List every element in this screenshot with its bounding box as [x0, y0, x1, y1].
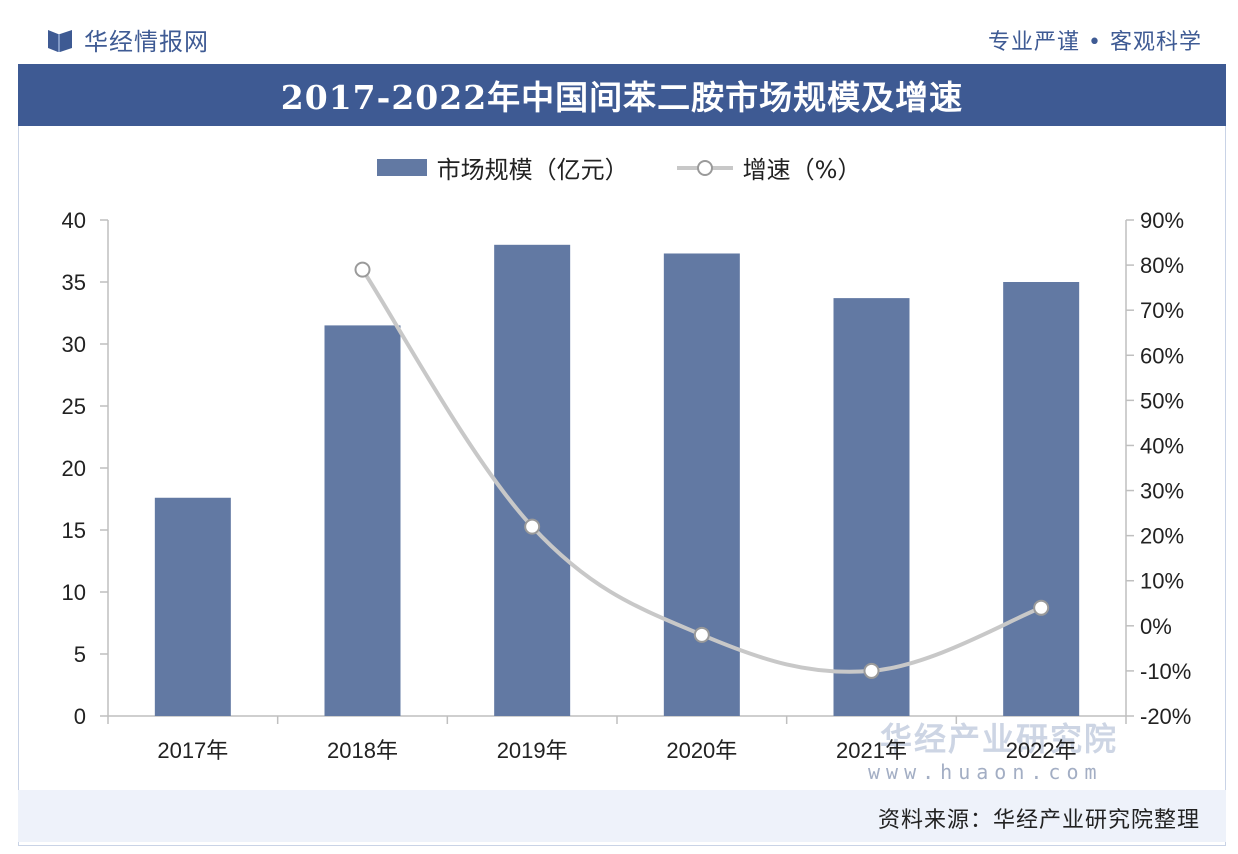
chart-title: 2017-2022年中国间苯二胺市场规模及增速: [280, 78, 964, 117]
legend-line-swatch: [676, 159, 733, 176]
y-right-tick-label: -20%: [1140, 704, 1191, 729]
bar-market-size: [1003, 282, 1080, 716]
x-tick-label: 2019年: [497, 738, 568, 763]
y-left-tick-label: 25: [62, 394, 86, 419]
legend-label-growth: 增速（%）: [742, 156, 862, 184]
y-left-tick-label: 10: [62, 580, 86, 605]
legend: 市场规模（亿元） 增速（%）: [0, 150, 1238, 185]
y-right-tick-label: 70%: [1140, 298, 1184, 323]
bar-market-size: [154, 497, 231, 716]
y-left-tick-label: 35: [62, 270, 86, 295]
y-left-tick-label: 30: [62, 332, 86, 357]
y-right-tick-label: 90%: [1140, 208, 1184, 233]
y-right-tick-label: 80%: [1140, 253, 1184, 278]
y-left-tick-label: 40: [62, 208, 86, 233]
legend-label-market-size: 市场规模（亿元）: [436, 156, 629, 184]
slogan: 专业严谨 • 客观科学: [988, 30, 1202, 55]
growth-point: [354, 261, 371, 278]
y-right-tick-label: 50%: [1140, 388, 1184, 413]
title-banner: 2017-2022年中国间苯二胺市场规模及增速: [18, 64, 1226, 126]
footer: 资料来源：华经产业研究院整理: [18, 790, 1226, 842]
legend-bar-swatch: [376, 159, 427, 176]
y-left-tick-label: 5: [74, 642, 86, 667]
x-tick-label: 2017年: [157, 738, 228, 763]
y-right-tick-label: 60%: [1140, 343, 1184, 368]
growth-point: [524, 518, 541, 535]
watermark-name: 华经产业研究院: [880, 720, 1119, 758]
y-left-tick-label: 0: [74, 704, 86, 729]
legend-item-market-size: 市场规模（亿元）: [376, 150, 629, 185]
y-right-tick-label: 0%: [1140, 614, 1172, 639]
growth-point: [693, 626, 710, 643]
watermark-url: www.huaon.com: [868, 760, 1103, 784]
bar-market-size: [833, 298, 910, 716]
brand-name: 华经情报网: [84, 28, 209, 56]
y-left-tick-label: 15: [62, 518, 86, 543]
growth-point: [863, 662, 880, 679]
legend-item-growth: 增速（%）: [676, 150, 862, 185]
growth-point: [1033, 599, 1050, 616]
x-tick-label: 2021年: [836, 738, 907, 763]
y-right-tick-label: 40%: [1140, 433, 1184, 458]
y-right-tick-label: 20%: [1140, 524, 1184, 549]
x-tick-label: 2022年: [1006, 738, 1077, 763]
growth-line: [360, 268, 1042, 674]
brand-logo: 华经情报网: [46, 22, 209, 57]
x-tick-label: 2020年: [666, 738, 737, 763]
source-note: 资料来源：华经产业研究院整理: [877, 808, 1200, 833]
y-right-tick-label: 10%: [1140, 569, 1184, 594]
header: 华经情报网 专业严谨 • 客观科学: [18, 8, 1226, 64]
huajing-logo-icon: [48, 29, 72, 52]
y-right-tick-label: -10%: [1140, 659, 1191, 684]
y-right-tick-label: 30%: [1140, 479, 1184, 504]
bar-market-size: [324, 325, 401, 716]
y-left-tick-label: 20: [62, 456, 86, 481]
bar-market-size: [494, 244, 571, 717]
x-tick-label: 2018年: [327, 738, 398, 763]
